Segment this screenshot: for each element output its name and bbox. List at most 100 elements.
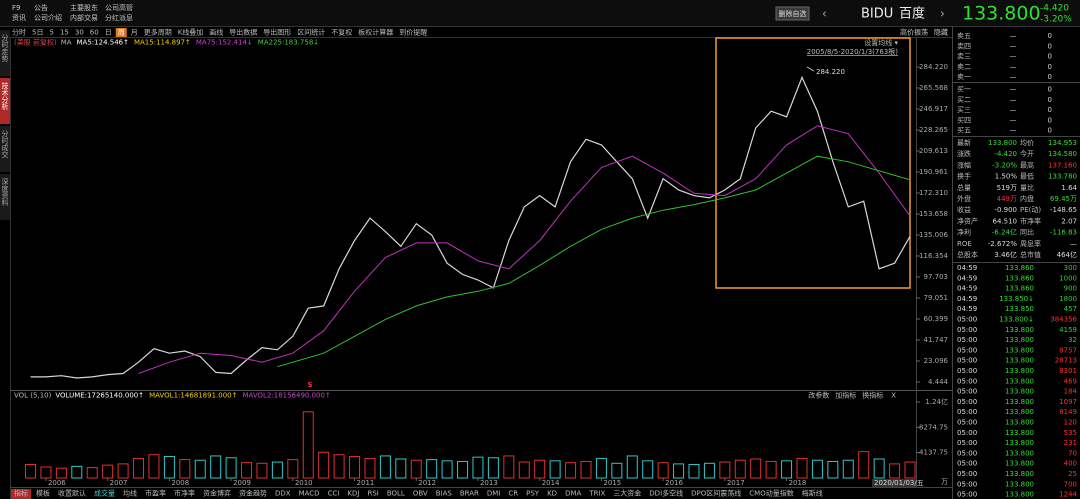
trade-volume: 1000 [1059, 274, 1077, 282]
volume-bar [703, 462, 715, 479]
toolbar-item[interactable]: 周 [118, 29, 125, 37]
side-tab-bg[interactable] [0, 174, 10, 220]
trade-time: 05:00 [957, 419, 977, 427]
toolbar-item[interactable]: 5 [49, 29, 53, 37]
toolbar-item[interactable]: 画线 [209, 28, 223, 37]
bottom-tab[interactable]: BOLL [387, 490, 405, 498]
bottom-tab[interactable]: MACD [299, 490, 320, 498]
toolbar-item[interactable]: 导出图形 [263, 28, 291, 37]
stat-label: 最高 [1020, 160, 1034, 169]
toolbar-item[interactable]: 5日 [32, 29, 43, 37]
annotation: S [307, 381, 312, 389]
menu-item[interactable]: 内部交易 [70, 13, 98, 22]
annotation: 2005/8/5-2020/1/3(763根) [807, 47, 898, 56]
side-tab[interactable]: 深度资料 [1, 177, 9, 207]
trade-price: 133.850↓ [999, 295, 1034, 303]
panel-button[interactable]: X [891, 392, 896, 400]
stat-label: 最低 [1020, 172, 1034, 181]
toolbar-item[interactable]: 到价提醒 [399, 28, 427, 37]
toolbar-item[interactable]: 分时 [12, 28, 26, 37]
toolbar-item[interactable]: 月 [131, 29, 138, 37]
x-tick-label: 2012 [418, 479, 436, 487]
toolbar-item[interactable]: K线叠加 [178, 28, 204, 37]
bottom-tab[interactable]: DMA [565, 490, 581, 498]
menu-item[interactable]: 公告 [34, 3, 48, 12]
toolbar-item[interactable]: 不复权 [331, 28, 352, 37]
bottom-tab[interactable]: 资金博弈 [203, 489, 231, 498]
toolbar-item[interactable]: 区间统计 [297, 28, 325, 37]
y-tick-label: 1.24亿 [925, 397, 948, 406]
toolbar-item[interactable]: 15 [60, 29, 69, 37]
stat-value: 2.07 [1061, 217, 1077, 225]
menu-item[interactable]: 资讯 [12, 13, 26, 22]
bottom-tab[interactable]: BRAR [460, 490, 479, 498]
toolbar-item[interactable]: 板权计算器 [358, 28, 393, 37]
delete-watch-button[interactable]: 删除自选 [779, 9, 807, 18]
change-pct: -3.20% [1040, 15, 1072, 25]
bottom-tab[interactable]: CCI [328, 490, 340, 498]
bottom-tab[interactable]: RSI [367, 490, 378, 498]
panel-button[interactable]: 改参数 [808, 391, 829, 400]
menu-item[interactable]: 分红派息 [105, 13, 133, 22]
side-tab-bg[interactable] [0, 78, 10, 124]
annotation[interactable]: 设置均线 ▾ [864, 38, 898, 47]
bottom-tab[interactable]: 收置默认 [58, 489, 86, 498]
x-tick-label: 2006 [48, 479, 66, 487]
y-tick-label: 60.399 [924, 315, 949, 323]
side-tab-bg[interactable] [0, 30, 10, 76]
bottom-tab[interactable]: 市净率 [174, 489, 195, 498]
order-book-size: 0 [1048, 86, 1052, 94]
bottom-tab[interactable]: OBV [413, 490, 428, 498]
trade-volume: 300 [1064, 264, 1077, 272]
trade-price: 133.800 [1005, 346, 1034, 354]
bottom-tab[interactable]: BIAS [436, 490, 453, 498]
bottom-tab[interactable]: TRIX [588, 490, 605, 498]
side-tab[interactable]: 技术分析 [1, 81, 9, 111]
stat-label: 总量 [957, 183, 971, 192]
menu-item[interactable]: 主要股东 [70, 3, 98, 12]
toolbar-item[interactable]: 高价振荡 [900, 28, 928, 37]
y-tick-label: 135.006 [919, 231, 948, 239]
x-tick-label: 2013 [480, 479, 498, 487]
menu-item[interactable]: 公司介绍 [34, 13, 62, 22]
side-tab-bg[interactable] [0, 126, 10, 172]
toolbar-item[interactable]: 更多周期 [144, 28, 172, 37]
toolbar-item[interactable]: 导出数据 [229, 28, 257, 37]
bottom-tab[interactable]: 模板 [36, 489, 50, 498]
toolbar-item[interactable]: 30 [75, 29, 84, 37]
bottom-tab[interactable]: 三大资金 [613, 489, 641, 498]
panel-button[interactable]: 换指标 [862, 391, 883, 400]
side-tab[interactable]: 分时成交 [1, 129, 9, 159]
legend-item: MAVOL2:18156490.000↑ [242, 392, 330, 400]
bottom-tab[interactable]: 成交量 [94, 489, 115, 498]
toolbar-item[interactable]: 日 [105, 29, 112, 37]
bottom-tab[interactable]: DPO区间震荡线 [691, 489, 741, 498]
menu-item[interactable]: 公司高管 [105, 3, 133, 12]
bottom-tab[interactable]: CR [508, 490, 518, 498]
button-bg[interactable] [775, 6, 810, 21]
bottom-tab[interactable]: KDJ [347, 490, 359, 498]
bottom-tab[interactable]: 均线 [123, 489, 137, 498]
bottom-tab[interactable]: CMO动量指数 [749, 489, 793, 498]
bottom-tab[interactable]: 市盈率 [145, 489, 166, 498]
trade-volume: 900 [1064, 285, 1077, 293]
menu-item[interactable]: F9 [12, 4, 20, 12]
bottom-tab[interactable]: DDX [275, 490, 291, 498]
bottom-tab[interactable]: 指标 [14, 489, 28, 498]
bottom-tab[interactable]: DDI多空线 [649, 489, 683, 498]
panel-button[interactable]: 加指标 [835, 391, 856, 400]
trade-time: 05:00 [957, 377, 977, 385]
toolbar-item[interactable]: 60 [90, 29, 99, 37]
bottom-tab[interactable]: PSY [526, 490, 540, 498]
stat-label: 市净率 [1020, 216, 1041, 225]
x-end-label: 2020/01/03/五 [874, 479, 924, 487]
trade-price: 133.800 [1005, 367, 1034, 375]
toolbar-item[interactable]: 隐藏 [934, 28, 948, 37]
bottom-tab[interactable]: 资金趋势 [239, 489, 267, 498]
bottom-tab[interactable]: DMI [487, 490, 501, 498]
bottom-tab[interactable]: KD [547, 490, 557, 498]
side-tab[interactable]: 分时走势 [1, 33, 9, 63]
volume-bar [858, 451, 870, 479]
bottom-tab[interactable]: 梅斯线 [802, 489, 823, 498]
